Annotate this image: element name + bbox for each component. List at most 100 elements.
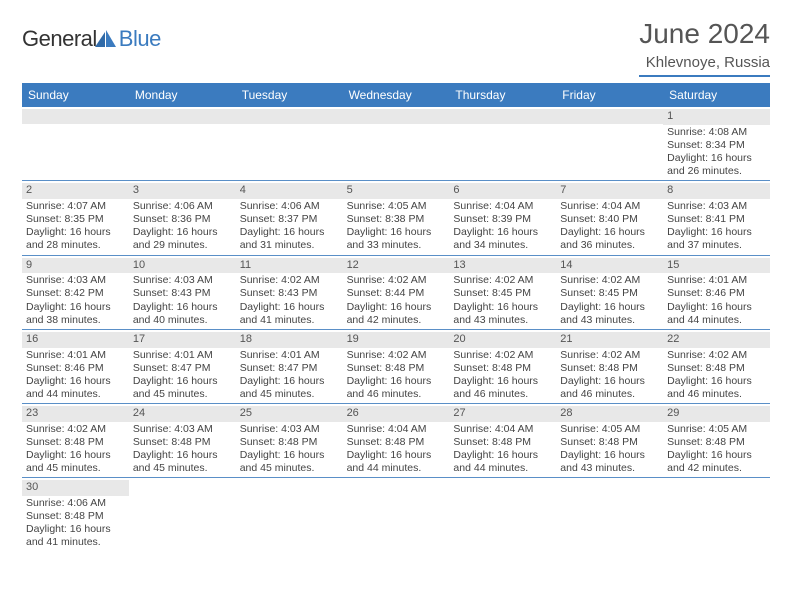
brand-logo: GeneralBlue bbox=[22, 18, 161, 54]
sunrise-line: Sunrise: 4:04 AM bbox=[347, 423, 446, 436]
week-row: 16Sunrise: 4:01 AMSunset: 8:46 PMDayligh… bbox=[22, 330, 770, 404]
day-number: 14 bbox=[556, 258, 663, 274]
day-number: 28 bbox=[556, 406, 663, 422]
sunrise-line: Sunrise: 4:01 AM bbox=[240, 349, 339, 362]
day-number: 18 bbox=[236, 332, 343, 348]
daylight-line: and 46 minutes. bbox=[560, 388, 659, 401]
day-number: 16 bbox=[22, 332, 129, 348]
daylight-line: Daylight: 16 hours bbox=[133, 375, 232, 388]
sunrise-line: Sunrise: 4:06 AM bbox=[133, 200, 232, 213]
day-number: 23 bbox=[22, 406, 129, 422]
day-number: 27 bbox=[449, 406, 556, 422]
day-number: 15 bbox=[663, 258, 770, 274]
calendar-cell: 1Sunrise: 4:08 AMSunset: 8:34 PMDaylight… bbox=[663, 107, 770, 180]
daylight-line: Daylight: 16 hours bbox=[667, 152, 766, 165]
calendar-cell: 12Sunrise: 4:02 AMSunset: 8:44 PMDayligh… bbox=[343, 256, 450, 329]
calendar-cell-empty bbox=[236, 478, 343, 551]
calendar-cell: 17Sunrise: 4:01 AMSunset: 8:47 PMDayligh… bbox=[129, 330, 236, 403]
week-row: 2Sunrise: 4:07 AMSunset: 8:35 PMDaylight… bbox=[22, 181, 770, 255]
sunrise-line: Sunrise: 4:02 AM bbox=[347, 274, 446, 287]
day-number: 12 bbox=[343, 258, 450, 274]
sunrise-line: Sunrise: 4:05 AM bbox=[560, 423, 659, 436]
daylight-line: and 43 minutes. bbox=[560, 462, 659, 475]
daylight-line: and 41 minutes. bbox=[26, 536, 125, 549]
daylight-line: and 45 minutes. bbox=[240, 388, 339, 401]
sunrise-line: Sunrise: 4:02 AM bbox=[453, 349, 552, 362]
daylight-line: Daylight: 16 hours bbox=[133, 449, 232, 462]
sunset-line: Sunset: 8:48 PM bbox=[453, 436, 552, 449]
calendar-cell-empty bbox=[556, 107, 663, 180]
sunrise-line: Sunrise: 4:04 AM bbox=[453, 200, 552, 213]
calendar-cell-empty bbox=[343, 107, 450, 180]
day-number: 7 bbox=[556, 183, 663, 199]
sunrise-line: Sunrise: 4:03 AM bbox=[26, 274, 125, 287]
calendar-cell: 9Sunrise: 4:03 AMSunset: 8:42 PMDaylight… bbox=[22, 256, 129, 329]
calendar-cell-empty bbox=[129, 478, 236, 551]
calendar-cell-empty bbox=[236, 107, 343, 180]
sunset-line: Sunset: 8:48 PM bbox=[667, 436, 766, 449]
sunrise-line: Sunrise: 4:02 AM bbox=[560, 349, 659, 362]
daylight-line: and 44 minutes. bbox=[26, 388, 125, 401]
sunrise-line: Sunrise: 4:01 AM bbox=[26, 349, 125, 362]
sunset-line: Sunset: 8:48 PM bbox=[453, 362, 552, 375]
sunrise-line: Sunrise: 4:05 AM bbox=[667, 423, 766, 436]
sunset-line: Sunset: 8:48 PM bbox=[347, 362, 446, 375]
calendar-cell: 20Sunrise: 4:02 AMSunset: 8:48 PMDayligh… bbox=[449, 330, 556, 403]
sunrise-line: Sunrise: 4:07 AM bbox=[26, 200, 125, 213]
sunrise-line: Sunrise: 4:02 AM bbox=[240, 274, 339, 287]
sunrise-line: Sunrise: 4:03 AM bbox=[240, 423, 339, 436]
calendar-cell: 29Sunrise: 4:05 AMSunset: 8:48 PMDayligh… bbox=[663, 404, 770, 477]
day-number bbox=[22, 109, 129, 124]
calendar-cell-empty bbox=[556, 478, 663, 551]
page-title: June 2024 bbox=[639, 18, 770, 50]
day-number: 20 bbox=[449, 332, 556, 348]
sunrise-line: Sunrise: 4:03 AM bbox=[667, 200, 766, 213]
sunrise-line: Sunrise: 4:06 AM bbox=[240, 200, 339, 213]
sunrise-line: Sunrise: 4:03 AM bbox=[133, 423, 232, 436]
week-row: 1Sunrise: 4:08 AMSunset: 8:34 PMDaylight… bbox=[22, 107, 770, 181]
day-number bbox=[236, 109, 343, 124]
sunset-line: Sunset: 8:48 PM bbox=[667, 362, 766, 375]
sunset-line: Sunset: 8:39 PM bbox=[453, 213, 552, 226]
sunset-line: Sunset: 8:37 PM bbox=[240, 213, 339, 226]
daylight-line: and 46 minutes. bbox=[667, 388, 766, 401]
day-number: 30 bbox=[22, 480, 129, 496]
daylight-line: Daylight: 16 hours bbox=[240, 375, 339, 388]
day-number bbox=[129, 109, 236, 124]
sunset-line: Sunset: 8:45 PM bbox=[560, 287, 659, 300]
sunset-line: Sunset: 8:48 PM bbox=[26, 436, 125, 449]
calendar-cell: 18Sunrise: 4:01 AMSunset: 8:47 PMDayligh… bbox=[236, 330, 343, 403]
daylight-line: and 33 minutes. bbox=[347, 239, 446, 252]
sunset-line: Sunset: 8:48 PM bbox=[560, 436, 659, 449]
sunrise-line: Sunrise: 4:05 AM bbox=[347, 200, 446, 213]
daylight-line: Daylight: 16 hours bbox=[26, 523, 125, 536]
daylight-line: Daylight: 16 hours bbox=[240, 301, 339, 314]
daylight-line: and 43 minutes. bbox=[560, 314, 659, 327]
logo-part2: Blue bbox=[119, 26, 161, 51]
calendar-cell-empty bbox=[343, 478, 450, 551]
calendar-cell-empty bbox=[449, 478, 556, 551]
day-header: Friday bbox=[556, 83, 663, 107]
calendar-cell: 28Sunrise: 4:05 AMSunset: 8:48 PMDayligh… bbox=[556, 404, 663, 477]
daylight-line: and 37 minutes. bbox=[667, 239, 766, 252]
daylight-line: Daylight: 16 hours bbox=[453, 449, 552, 462]
location: Khlevnoye, Russia bbox=[646, 54, 770, 71]
sunset-line: Sunset: 8:38 PM bbox=[347, 213, 446, 226]
daylight-line: and 38 minutes. bbox=[26, 314, 125, 327]
sunset-line: Sunset: 8:43 PM bbox=[240, 287, 339, 300]
day-number: 25 bbox=[236, 406, 343, 422]
day-number: 11 bbox=[236, 258, 343, 274]
daylight-line: and 43 minutes. bbox=[453, 314, 552, 327]
daylight-line: and 41 minutes. bbox=[240, 314, 339, 327]
calendar-cell: 6Sunrise: 4:04 AMSunset: 8:39 PMDaylight… bbox=[449, 181, 556, 254]
day-header: Monday bbox=[129, 83, 236, 107]
daylight-line: Daylight: 16 hours bbox=[453, 226, 552, 239]
daylight-line: Daylight: 16 hours bbox=[26, 301, 125, 314]
daylight-line: Daylight: 16 hours bbox=[240, 449, 339, 462]
day-header: Thursday bbox=[449, 83, 556, 107]
daylight-line: and 26 minutes. bbox=[667, 165, 766, 178]
day-number: 4 bbox=[236, 183, 343, 199]
sunset-line: Sunset: 8:47 PM bbox=[240, 362, 339, 375]
day-number: 26 bbox=[343, 406, 450, 422]
calendar-cell: 5Sunrise: 4:05 AMSunset: 8:38 PMDaylight… bbox=[343, 181, 450, 254]
